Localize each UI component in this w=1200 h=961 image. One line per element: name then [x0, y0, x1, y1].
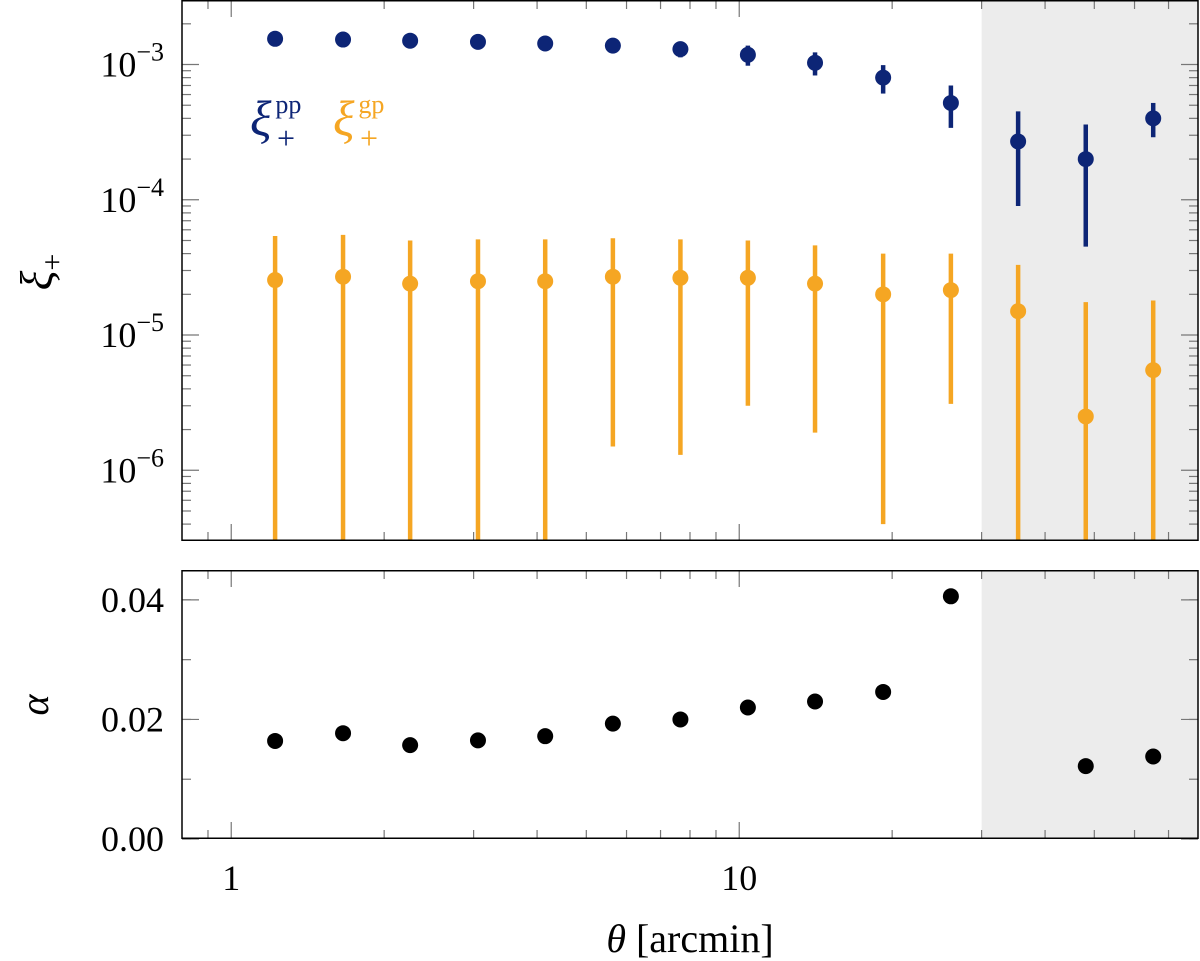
alpha-point [1145, 748, 1162, 765]
xi_plus_gp-point [739, 269, 756, 286]
alpha-point [875, 683, 892, 700]
top-y-label-symbol: ξ [11, 270, 62, 290]
bottom-data [267, 588, 1162, 775]
top-y-tick-label: 10−4 [100, 173, 164, 220]
top-y-tick-exp: −5 [136, 308, 164, 337]
top-y-tick-base: 10 [100, 180, 136, 220]
legend-entry: ξ pp + [250, 90, 301, 156]
top-y-tick-base: 10 [100, 45, 136, 85]
xi_plus_pp-point [604, 37, 621, 54]
series-xi_plus_gp [267, 234, 1162, 541]
alpha-point [402, 737, 419, 754]
xi_plus_gp-point [402, 275, 419, 292]
alpha-point [335, 725, 352, 742]
top-panel: 10−310−410−510−6ξ pp + ξ gp +ξ+ [11, 0, 1199, 541]
legend-entry: ξ gp + [333, 90, 384, 156]
xi_plus_pp-point [267, 30, 284, 47]
xi_plus_gp-point [807, 275, 824, 292]
xi_plus_gp-point [1010, 303, 1027, 320]
bottom-y-tick-label: 0.04 [101, 580, 164, 620]
alpha-point [267, 732, 284, 749]
x-label-unit: [arcmin] [626, 916, 774, 961]
alpha-point [1077, 758, 1094, 775]
top-y-tick-exp: −3 [136, 38, 164, 67]
xi_plus_gp-point [469, 273, 486, 290]
xi_plus_pp-point [739, 46, 756, 63]
xi_plus_gp-point [1145, 362, 1162, 379]
top-data [267, 30, 1162, 541]
legend-subscript: + [360, 120, 378, 156]
top-frame [181, 0, 1199, 541]
xi_plus_pp-point [942, 94, 959, 111]
top-y-tick-base: 10 [100, 450, 136, 490]
bottom-panel: 0.00 0.02 0.04 α 1 10 θ [arcmin] [12, 570, 1199, 961]
xi_plus_gp-point [335, 268, 352, 285]
top-y-tick-exp: −4 [136, 173, 164, 202]
xi_plus_pp-point [1010, 133, 1027, 150]
xi_plus_pp-point [469, 33, 486, 50]
xi_plus_gp-point [267, 272, 284, 289]
xi_plus_gp-point [537, 273, 554, 290]
legend-superscript: gp [358, 90, 384, 119]
bottom-y-tick-label: 0.00 [101, 819, 164, 859]
xi_plus_pp-point [335, 31, 352, 48]
xi_plus_gp-point [672, 269, 689, 286]
x-axis-label: θ [arcmin] [606, 916, 773, 961]
xi_plus_pp-point [402, 32, 419, 49]
top-y-tick-exp: −6 [136, 443, 164, 472]
legend-symbol: ξ [250, 90, 272, 146]
xi_plus_pp-point [672, 41, 689, 58]
alpha-point [604, 715, 621, 732]
top-y-axis-label: ξ+ [11, 254, 69, 291]
legend-symbol: ξ [333, 90, 355, 146]
bottom-x-tick-label: 10 [721, 858, 757, 898]
alpha-point [807, 693, 824, 710]
top-y-tick-label: 10−3 [100, 38, 164, 85]
bottom-x-tick-label: 1 [222, 858, 240, 898]
xi_plus_gp-point [604, 268, 621, 285]
top-y-tick-label: 10−6 [100, 443, 164, 490]
bottom-frame [181, 570, 1199, 839]
top-shaded-region [981, 0, 1198, 541]
bottom-y-axis-label: α [12, 694, 57, 716]
legend: ξ pp + ξ gp + [250, 90, 384, 156]
alpha-point [739, 699, 756, 716]
alpha-point [537, 728, 554, 745]
x-label-symbol: θ [606, 916, 626, 961]
series-xi_plus_pp [267, 30, 1162, 247]
xi_plus_gp-point [1077, 408, 1094, 425]
xi_plus_pp-point [1077, 151, 1094, 168]
xi_plus_gp-point [942, 282, 959, 299]
xi_plus_pp-point [537, 35, 554, 52]
alpha-point [942, 588, 959, 605]
top-y-tick-base: 10 [100, 315, 136, 355]
xi_plus_pp-point [875, 69, 892, 86]
top-y-label-subscript: + [36, 254, 69, 271]
xi_plus_pp-point [807, 54, 824, 71]
bottom-shaded-region [981, 570, 1198, 839]
legend-subscript: + [277, 120, 295, 156]
legend-superscript: pp [275, 90, 301, 119]
series-alpha [267, 588, 1162, 775]
bottom-y-tick-label: 0.02 [101, 699, 164, 739]
xi_plus_pp-point [1145, 110, 1162, 127]
xi_plus_gp-point [875, 286, 892, 303]
top-y-tick-label: 10−5 [100, 308, 164, 355]
alpha-point [672, 711, 689, 728]
alpha-point [469, 732, 486, 749]
